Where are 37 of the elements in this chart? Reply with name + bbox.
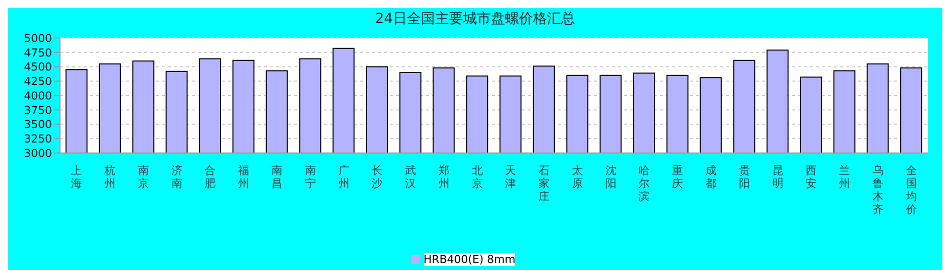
x-tick-label: 全国均价 — [904, 164, 917, 216]
y-tick-label: 4750 — [24, 46, 52, 60]
y-tick-label: 3750 — [24, 104, 52, 117]
x-tick-label: 天津 — [505, 164, 516, 190]
x-tick-label: 昆明 — [772, 164, 784, 190]
x-tick-label: 石家庄 — [538, 164, 550, 203]
x-tick-label: 成都 — [706, 164, 716, 190]
x-tick-label: 沈阳 — [605, 164, 616, 190]
y-tick-label: 4000 — [24, 89, 52, 102]
y-tick-label: 4250 — [24, 75, 52, 88]
x-tick-label: 北京 — [472, 164, 483, 190]
legend-label: HRB400(E) 8mm — [424, 253, 516, 266]
x-tick-label: 兰州 — [839, 164, 850, 190]
y-tick-label: 3000 — [24, 146, 52, 160]
x-tick-label: 重庆 — [672, 164, 684, 190]
x-tick-label: 济南 — [171, 164, 182, 190]
x-tick-label: 广州 — [338, 164, 350, 190]
x-tick-label: 乌鲁木齐 — [872, 164, 884, 216]
x-tick-label: 太原 — [572, 164, 583, 190]
x-tick-label: 杭州 — [104, 164, 116, 190]
x-tick-label: 西安 — [806, 164, 817, 190]
x-tick-label: 哈尔滨 — [638, 164, 650, 203]
x-tick-label: 南昌 — [272, 164, 282, 190]
x-tick-label: 武汉 — [405, 164, 416, 190]
x-tick-label: 南京 — [138, 164, 149, 190]
x-tick-label: 贵阳 — [738, 164, 750, 190]
x-tick-label: 长沙 — [372, 164, 383, 190]
y-tick-label: 5000 — [24, 32, 52, 45]
y-tick-label: 3500 — [24, 118, 52, 132]
x-tick-label: 上海 — [71, 164, 82, 190]
chart-title: 24日全国主要城市盘螺价格汇总 — [374, 10, 576, 29]
y-tick-label: 3250 — [24, 132, 52, 146]
y-tick-label: 4500 — [24, 60, 52, 74]
x-tick-label: 福州 — [238, 164, 250, 190]
x-tick-label: 郑州 — [438, 164, 450, 190]
x-tick-label: 合肥 — [204, 164, 216, 190]
x-tick-label: 南宁 — [304, 164, 316, 190]
